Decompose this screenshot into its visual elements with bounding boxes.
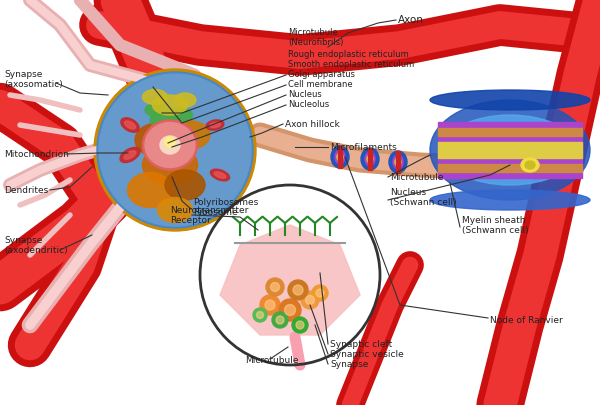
Circle shape bbox=[99, 74, 251, 226]
Ellipse shape bbox=[337, 153, 343, 161]
Text: Node of Ranvier: Node of Ranvier bbox=[490, 316, 563, 325]
Text: Synapse
(axodendritic): Synapse (axodendritic) bbox=[4, 236, 68, 255]
Bar bbox=[438, 164, 582, 172]
Ellipse shape bbox=[165, 170, 205, 200]
Ellipse shape bbox=[395, 158, 401, 166]
Ellipse shape bbox=[143, 120, 197, 170]
Text: Nucleus: Nucleus bbox=[288, 90, 322, 99]
Ellipse shape bbox=[335, 150, 345, 164]
Ellipse shape bbox=[145, 104, 165, 116]
Text: Dendrites: Dendrites bbox=[4, 186, 48, 195]
Ellipse shape bbox=[525, 161, 535, 169]
Circle shape bbox=[305, 296, 314, 305]
Ellipse shape bbox=[206, 120, 224, 130]
Ellipse shape bbox=[361, 148, 379, 170]
Text: Microtubule: Microtubule bbox=[390, 173, 443, 182]
Circle shape bbox=[253, 308, 267, 322]
Text: Synaptic cleft: Synaptic cleft bbox=[330, 340, 392, 349]
Ellipse shape bbox=[150, 111, 180, 129]
Text: Synapse
(axosomatic): Synapse (axosomatic) bbox=[4, 70, 63, 89]
Text: Nucleolus: Nucleolus bbox=[288, 100, 329, 109]
Text: Mitochondrion: Mitochondrion bbox=[4, 150, 69, 159]
Ellipse shape bbox=[145, 122, 195, 168]
Text: Microfilaments: Microfilaments bbox=[330, 143, 397, 152]
Circle shape bbox=[316, 289, 324, 297]
Text: Synapse: Synapse bbox=[330, 360, 368, 369]
Ellipse shape bbox=[367, 155, 373, 163]
Bar bbox=[368, 148, 372, 170]
Circle shape bbox=[279, 299, 301, 321]
Ellipse shape bbox=[160, 136, 180, 154]
Text: Axon hillock: Axon hillock bbox=[285, 120, 340, 129]
Circle shape bbox=[272, 312, 288, 328]
Text: Golgi apparatus: Golgi apparatus bbox=[288, 70, 355, 79]
Circle shape bbox=[292, 317, 308, 333]
Ellipse shape bbox=[331, 146, 349, 168]
Ellipse shape bbox=[152, 95, 187, 115]
Ellipse shape bbox=[214, 172, 226, 178]
Ellipse shape bbox=[389, 151, 407, 173]
Circle shape bbox=[265, 300, 275, 310]
Circle shape bbox=[257, 311, 263, 318]
Ellipse shape bbox=[174, 93, 196, 107]
Circle shape bbox=[271, 283, 280, 292]
Ellipse shape bbox=[442, 115, 578, 185]
Ellipse shape bbox=[128, 173, 173, 207]
Ellipse shape bbox=[143, 90, 167, 104]
Ellipse shape bbox=[135, 122, 185, 158]
Circle shape bbox=[97, 72, 253, 228]
Circle shape bbox=[293, 285, 303, 295]
Ellipse shape bbox=[393, 155, 403, 169]
Text: Myelin sheath
(Schwann cell): Myelin sheath (Schwann cell) bbox=[462, 215, 529, 235]
Ellipse shape bbox=[120, 147, 140, 162]
Circle shape bbox=[94, 69, 256, 231]
Text: Nucleus
(Schwann cell): Nucleus (Schwann cell) bbox=[390, 188, 457, 207]
Ellipse shape bbox=[157, 198, 193, 222]
Polygon shape bbox=[220, 225, 360, 335]
Circle shape bbox=[284, 305, 296, 315]
Text: Microtubule
(Neurofibrils): Microtubule (Neurofibrils) bbox=[288, 28, 343, 47]
Circle shape bbox=[276, 316, 284, 324]
Bar bbox=[438, 122, 582, 178]
Ellipse shape bbox=[124, 151, 136, 159]
Circle shape bbox=[301, 291, 319, 309]
Text: Polyribosomes
Ribosome: Polyribosomes Ribosome bbox=[193, 198, 258, 217]
Ellipse shape bbox=[121, 118, 139, 132]
Ellipse shape bbox=[430, 190, 590, 210]
Bar bbox=[338, 146, 342, 168]
Ellipse shape bbox=[430, 90, 590, 110]
Ellipse shape bbox=[211, 169, 230, 181]
Ellipse shape bbox=[430, 100, 590, 200]
Ellipse shape bbox=[209, 122, 220, 128]
Bar bbox=[396, 151, 400, 173]
Circle shape bbox=[266, 278, 284, 296]
Text: Rough endoplastic reticulum: Rough endoplastic reticulum bbox=[288, 50, 409, 59]
Text: Neurotransmitter
Receptor: Neurotransmitter Receptor bbox=[170, 206, 248, 225]
Ellipse shape bbox=[143, 145, 197, 185]
Circle shape bbox=[288, 280, 308, 300]
Circle shape bbox=[165, 137, 175, 147]
Text: Synaptic vesicle: Synaptic vesicle bbox=[330, 350, 404, 359]
Text: Cell membrane: Cell membrane bbox=[288, 80, 353, 89]
Ellipse shape bbox=[170, 121, 210, 149]
Circle shape bbox=[260, 295, 280, 315]
Ellipse shape bbox=[365, 152, 375, 166]
Text: Smooth endoplastic reticulum: Smooth endoplastic reticulum bbox=[288, 60, 414, 69]
Circle shape bbox=[296, 321, 304, 329]
Ellipse shape bbox=[167, 108, 193, 122]
Bar bbox=[438, 128, 582, 136]
Circle shape bbox=[312, 285, 328, 301]
Ellipse shape bbox=[521, 158, 539, 172]
Bar bbox=[438, 142, 582, 158]
Text: Axon: Axon bbox=[398, 15, 424, 25]
Text: Microtubule: Microtubule bbox=[245, 356, 299, 365]
Ellipse shape bbox=[125, 121, 136, 129]
